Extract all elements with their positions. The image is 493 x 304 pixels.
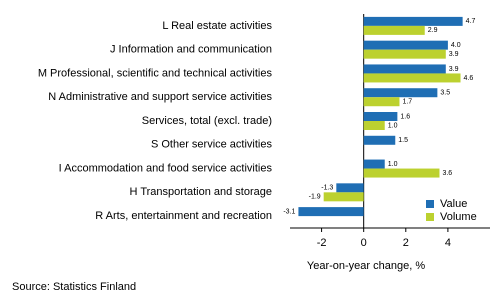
value-label: 1.6 [400,113,410,120]
category-label: J Information and communication [110,44,272,56]
value-label: 1.7 [402,99,412,106]
legend-label: Volume [440,211,477,223]
bar [363,64,446,74]
category-label: I Accommodation and food service activit… [59,162,273,174]
category-label: N Administrative and support service act… [48,91,272,103]
value-label: 3.6 [442,170,452,177]
bar [336,183,364,193]
category-label: M Professional, scientific and technical… [38,67,273,79]
value-label: 3.9 [449,66,459,73]
category-label: L Real estate activities [162,20,272,32]
bar [363,135,396,145]
value-label: 2.9 [428,27,438,34]
x-tick-label: 4 [445,237,451,249]
bar [363,73,461,83]
bar [363,112,398,121]
bar [363,168,440,178]
bar [298,207,364,217]
x-tick-label: -2 [317,237,327,249]
value-label: 3.5 [440,90,450,97]
bar [363,121,385,130]
category-label: S Other service activities [151,139,273,151]
x-tick-label: 0 [361,237,367,249]
bar [363,159,385,169]
value-label: 1.5 [398,137,408,144]
legend-swatch [426,213,434,221]
value-label: -1.3 [321,185,333,192]
source: Source: Statistics Finland [12,281,136,293]
category-label: Services, total (excl. trade) [142,115,272,127]
value-label: 4.7 [466,18,476,25]
value-label: 4.0 [451,42,461,49]
x-tick-label: 2 [403,237,409,249]
legend-swatch [426,200,434,208]
category-label: H Transportation and storage [130,186,272,198]
value-label: 3.9 [449,51,459,58]
value-label: -1.9 [309,194,321,201]
value-label: 1.0 [388,122,398,129]
bar [363,16,463,26]
value-label: 4.6 [464,75,474,82]
legend-label: Value [440,198,467,210]
value-label: 1.0 [388,161,398,168]
bar [363,88,438,98]
bar [323,192,364,202]
bar [363,40,448,50]
bar [363,97,400,107]
category-label: R Arts, entertainment and recreation [95,210,272,222]
x-axis-label: Year-on-year change, % [307,260,425,272]
bar [363,49,446,59]
bar [363,25,425,35]
value-label: -3.1 [283,208,295,215]
